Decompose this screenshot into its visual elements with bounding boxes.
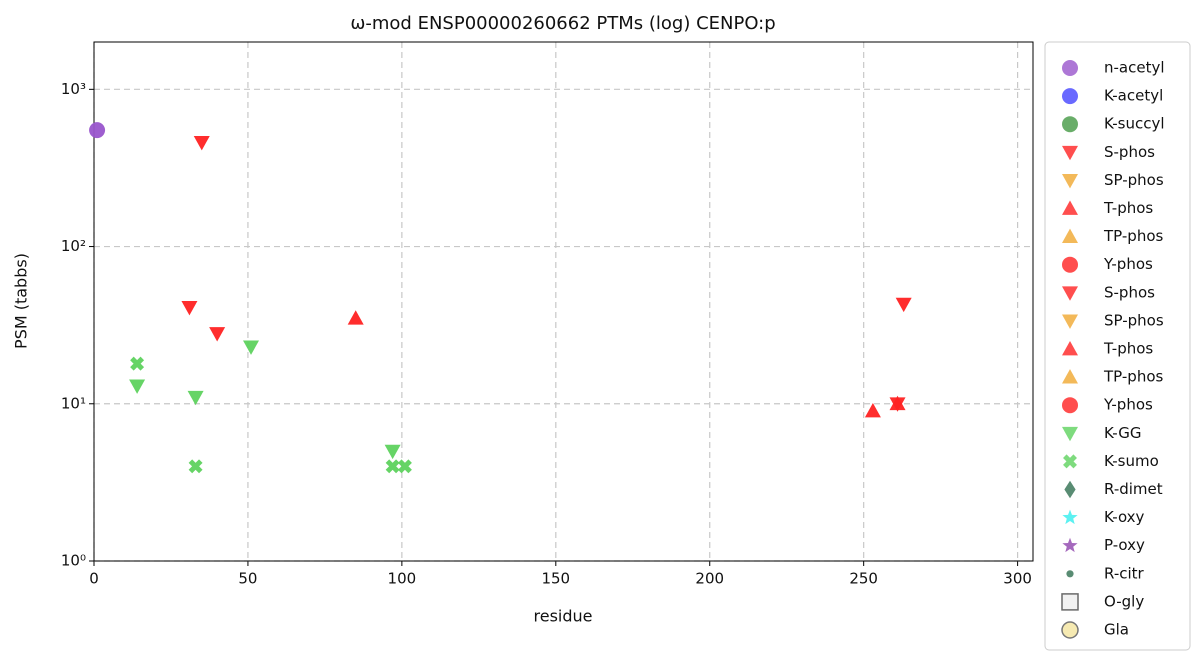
point: [889, 395, 906, 411]
legend-label: SP-phos: [1104, 311, 1164, 329]
legend-marker: [1062, 60, 1078, 76]
point: [347, 310, 364, 325]
legend-marker: [1062, 174, 1078, 189]
y-axis-label: PSM (tabbs): [12, 253, 31, 349]
legend-label: K-oxy: [1104, 508, 1145, 526]
point: [188, 459, 203, 474]
legend-marker: [1066, 570, 1074, 578]
y-tick-label: 10⁰: [61, 552, 86, 570]
legend-marker: [1062, 369, 1078, 384]
chart-title: ω-mod ENSP00000260662 PTMs (log) CENPO:p: [350, 13, 775, 34]
legend-marker: [1061, 593, 1079, 611]
y-tick-label: 10²: [61, 237, 86, 255]
legend-marker: [1061, 621, 1079, 639]
legend-box: [1044, 41, 1191, 651]
point: [130, 356, 145, 371]
y-tick-label: 10¹: [61, 394, 86, 412]
x-tick-label: 150: [541, 570, 570, 588]
x-tick-label: 100: [388, 570, 417, 588]
plot-frame: [93, 41, 1034, 562]
legend-label: Y-phos: [1103, 255, 1153, 273]
legend-label: T-phos: [1103, 340, 1153, 358]
legend-marker: [1062, 341, 1078, 356]
legend-label: R-dimet: [1104, 480, 1163, 498]
x-tick-label: 50: [238, 570, 257, 588]
y-tick-label: 10³: [61, 80, 86, 98]
legend-marker: [1063, 454, 1077, 469]
legend-marker: [1062, 256, 1078, 273]
legend-label: TP-phos: [1103, 227, 1163, 245]
legend-marker: [1062, 88, 1078, 105]
legend-label: K-sumo: [1104, 452, 1159, 470]
x-tick-label: 250: [849, 570, 878, 588]
legend-label: Y-phos: [1103, 396, 1153, 414]
legend-label: K-GG: [1104, 424, 1141, 442]
x-tick-label: 300: [1003, 570, 1032, 588]
x-tick-label: 200: [695, 570, 724, 588]
legend-marker: [1062, 397, 1078, 414]
legend-label: SP-phos: [1104, 171, 1164, 189]
legend-label: n-acetyl: [1104, 59, 1165, 77]
legend-marker: [1062, 426, 1078, 442]
legend-label: O-gly: [1104, 592, 1144, 610]
legend-marker: [1062, 286, 1078, 301]
legend-label: R-citr: [1104, 564, 1145, 582]
point: [209, 327, 226, 342]
point: [129, 379, 146, 394]
x-tick-label: 0: [89, 570, 99, 588]
point: [193, 135, 210, 151]
legend-marker: [1062, 116, 1078, 133]
point: [181, 301, 198, 316]
point: [89, 122, 106, 139]
legend-marker: [1062, 145, 1078, 161]
legend-label: K-succyl: [1104, 115, 1165, 133]
point: [385, 459, 400, 474]
point: [895, 297, 912, 313]
legend-marker: [1062, 228, 1078, 243]
legend-label: K-acetyl: [1104, 87, 1163, 105]
legend-marker: [1062, 537, 1078, 553]
legend-marker: [1062, 509, 1078, 525]
legend-marker: [1062, 314, 1078, 329]
point: [243, 340, 260, 355]
legend-label: TP-phos: [1103, 368, 1163, 386]
x-axis-label: residue: [534, 607, 593, 626]
legend-label: S-phos: [1104, 283, 1155, 301]
point: [384, 444, 401, 460]
legend-label: Gla: [1104, 621, 1129, 639]
point: [397, 459, 412, 474]
point: [864, 402, 881, 418]
legend-label: P-oxy: [1104, 536, 1145, 554]
point: [187, 390, 204, 406]
legend-label: S-phos: [1104, 143, 1155, 161]
legend-marker: [1064, 480, 1076, 499]
legend-marker: [1062, 200, 1078, 215]
legend-label: T-phos: [1103, 199, 1153, 217]
